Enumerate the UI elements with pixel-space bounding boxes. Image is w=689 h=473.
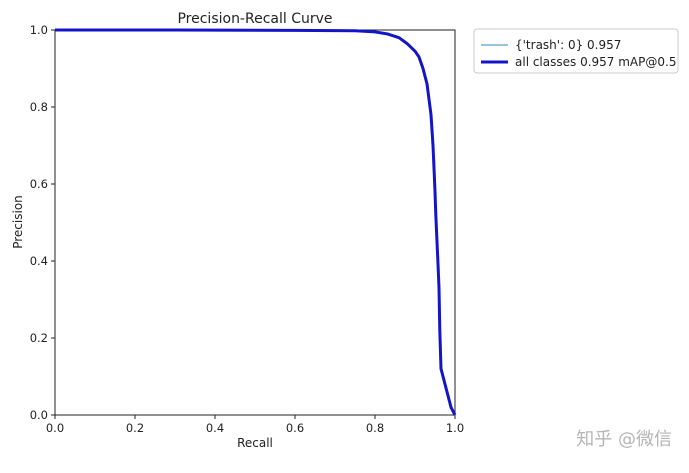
x-tick-label: 0.2	[126, 421, 144, 435]
x-axis-label: Recall	[237, 436, 273, 450]
watermark: 知乎 @微信	[576, 429, 672, 450]
y-tick-label: 0.6	[30, 177, 48, 191]
legend-label-all-classes: all classes 0.957 mAP@0.5	[515, 55, 676, 69]
series-layer	[55, 28, 457, 416]
x-tick-label: 0.4	[206, 421, 224, 435]
x-tick-label: 0.0	[46, 421, 64, 435]
x-tick-label: 0.8	[366, 421, 384, 435]
y-tick-label: 1.0	[30, 23, 48, 37]
x-axis-ticks: 0.0 0.2 0.4 0.6 0.8 1.0	[46, 415, 464, 435]
y-tick-label: 0.0	[30, 408, 48, 422]
legend: {'trash': 0} 0.957 all classes 0.957 mAP…	[473, 28, 679, 74]
x-tick-label: 1.0	[446, 421, 464, 435]
y-tick-label: 0.8	[30, 100, 48, 114]
legend-box	[473, 28, 679, 74]
chart-title: Precision-Recall Curve	[177, 11, 332, 27]
y-tick-label: 0.2	[30, 331, 48, 345]
y-axis-label: Precision	[11, 195, 25, 249]
y-axis-ticks: 0.0 0.2 0.4 0.6 0.8 1.0	[30, 23, 55, 422]
y-tick-label: 0.4	[30, 254, 48, 268]
x-tick-label: 0.6	[286, 421, 304, 435]
series-line-all-classes	[55, 28, 457, 416]
legend-label-trash: {'trash': 0} 0.957	[515, 38, 621, 52]
